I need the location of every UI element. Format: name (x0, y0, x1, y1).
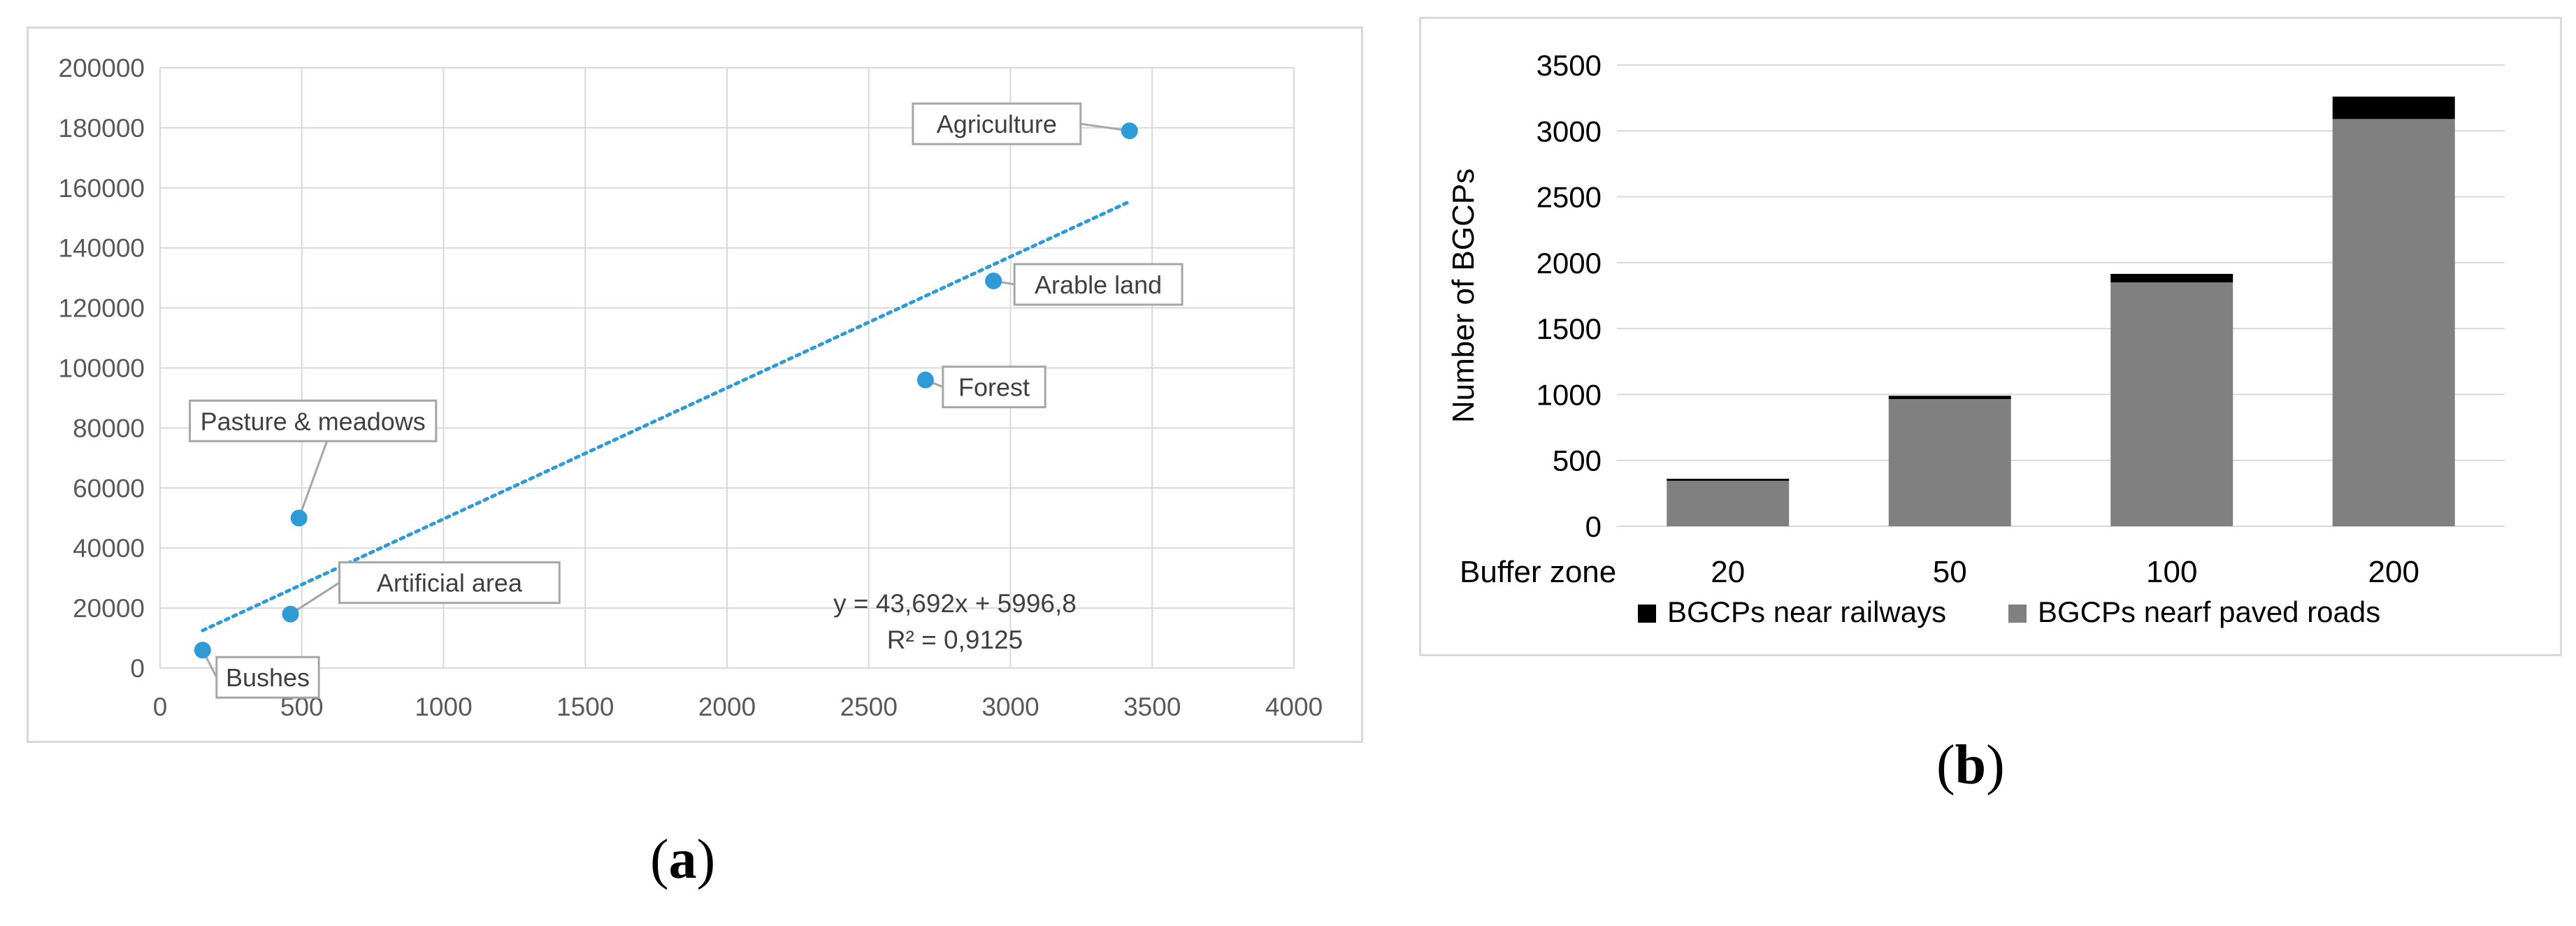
label-leader-line (289, 581, 340, 615)
y-tick-label: 0 (130, 654, 145, 683)
y-tick-label: 180000 (59, 114, 145, 143)
bar-segment (1888, 396, 2011, 400)
data-point-group: Artificial area (282, 561, 561, 623)
data-label: Forest (958, 373, 1030, 402)
y-tick-label: 100000 (59, 354, 145, 383)
y-tick-label: 0 (1585, 510, 1602, 543)
panel-label-b: (b) (1936, 735, 2005, 796)
legend-swatch (1638, 605, 1656, 623)
y-tick-label: 80000 (73, 414, 145, 442)
trendline-equation: y = 43,692x + 5996,8 (833, 589, 1077, 618)
data-point-group: Pasture & meadows (189, 399, 438, 527)
y-tick-label: 200000 (59, 54, 145, 82)
data-label-box (942, 366, 1046, 409)
data-label: Bushes (226, 663, 310, 692)
data-point (282, 605, 299, 623)
bar-segment (1667, 480, 1790, 526)
data-label: Pasture & meadows (201, 407, 426, 435)
data-point (985, 272, 1002, 289)
y-tick-label: 2500 (1537, 181, 1602, 214)
data-point (916, 371, 934, 389)
y-tick-label: 20000 (73, 594, 145, 623)
bar-segment (2332, 119, 2455, 527)
legend-label: BGCPs near railways (1667, 595, 1946, 628)
x-tick-label: 2500 (840, 693, 898, 721)
data-label-box (1013, 263, 1183, 306)
r-squared-label: R² = 0,9125 (887, 625, 1023, 654)
y-tick-label: 500 (1553, 444, 1602, 477)
y-tick-label: 3000 (1537, 115, 1602, 147)
bar-segment (1888, 399, 2011, 526)
y-tick-label: 1500 (1537, 312, 1602, 345)
legend-item: BGCPs nearf paved roads (2008, 595, 2380, 628)
data-label: Artificial area (377, 569, 523, 598)
scatter-chart: 0200004000060000800001000001200001400001… (59, 54, 1323, 721)
y-tick-label: 2000 (1537, 247, 1602, 280)
y-tick-label: 140000 (59, 234, 145, 263)
y-tick-label: 120000 (59, 294, 145, 323)
data-point-group: Arable land (985, 263, 1183, 306)
x-tick-label: 50 (1933, 555, 1967, 589)
data-label: Agriculture (937, 110, 1057, 138)
panel-label-b-letter: b (1955, 735, 1987, 796)
data-point (194, 642, 211, 659)
x-tick-label: 100 (2146, 555, 2197, 589)
y-axis-title: Number of BGCPs (1446, 168, 1481, 423)
y-tick-label: 160000 (59, 174, 145, 203)
x-tick-label: 200 (2368, 555, 2419, 589)
data-point-group: Agriculture (912, 102, 1138, 145)
data-label-box (189, 399, 438, 442)
bar-segment (1667, 479, 1790, 481)
scatter-chart-panel: 0 20000 40000 60000 80000 100000 120000 140000 1… (27, 27, 1363, 743)
data-label: Arable land (1035, 270, 1162, 299)
x-tick-label: 20 (1711, 555, 1745, 589)
panel-label-a-letter: a (668, 829, 697, 890)
data-point (1121, 122, 1138, 140)
x-tick-label: 0 (153, 693, 168, 721)
y-tick-label: 1000 (1537, 378, 1602, 411)
bar-segment (2110, 282, 2233, 526)
data-point-group: Bushes (194, 642, 320, 699)
x-tick-label: 2000 (698, 693, 756, 721)
x-tick-label: 3500 (1123, 693, 1181, 721)
panel-label-a: (a) (650, 829, 716, 890)
data-point (290, 509, 308, 527)
data-label-box (215, 656, 320, 699)
legend-swatch (2008, 605, 2027, 623)
y-tick-label: 40000 (73, 534, 145, 563)
bar-segment (2332, 96, 2455, 120)
label-leader-line (298, 440, 329, 519)
stacked-bar-chart: 0 500 1000 1500 2000 2500 3000 3500 Number of BG… (1446, 49, 2505, 628)
legend-label: BGCPs nearf paved roads (2038, 595, 2380, 628)
y-tick-label: 60000 (73, 474, 145, 502)
data-label-box (338, 561, 561, 605)
x-tick-label: 1000 (415, 693, 472, 721)
trendline (201, 199, 1132, 632)
bar-segment (2110, 273, 2233, 283)
x-axis-title: Buffer zone (1460, 555, 1616, 589)
y-tick-label: 3500 (1537, 49, 1602, 82)
data-point-group: Forest (916, 366, 1046, 409)
x-tick-label: 1500 (556, 693, 614, 721)
data-label-box (912, 102, 1082, 145)
x-tick-label: 3000 (981, 693, 1039, 721)
legend-item: BGCPs near railways (1638, 595, 1946, 628)
bar-chart-panel: 0 500 1000 1500 2000 2500 3000 3500 Number of BG… (1419, 17, 2562, 656)
x-tick-label: 4000 (1265, 693, 1323, 721)
